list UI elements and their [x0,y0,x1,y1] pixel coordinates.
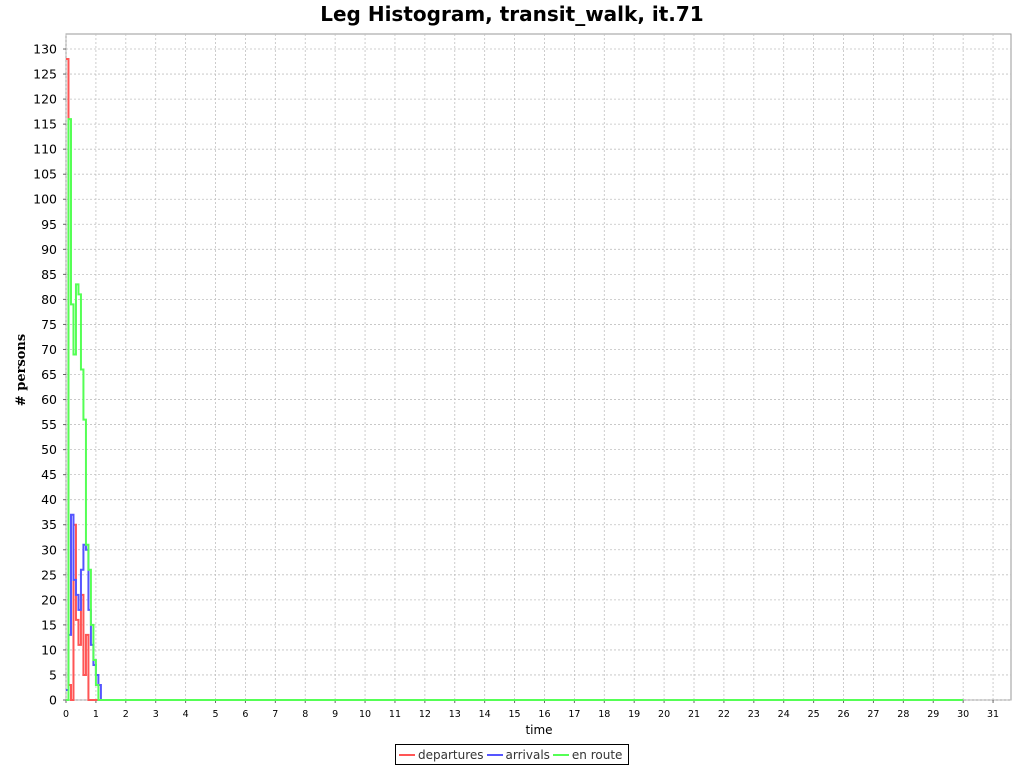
x-tick-label: 4 [183,709,189,720]
legend-item-en-route: en route [552,747,623,762]
legend-item-arrivals: arrivals [486,747,550,762]
y-tick-label: 115 [33,117,57,132]
y-tick-label: 5 [49,667,57,682]
legend-item-departures: departures [399,748,484,762]
x-tick-label: 26 [837,709,849,720]
y-tick-label: 90 [41,242,57,257]
x-tick-label: 27 [867,709,879,720]
x-tick-label: 0 [63,709,69,720]
x-tick-label: 20 [658,709,670,720]
x-tick-label: 5 [213,709,219,720]
x-tick-label: 6 [242,709,248,720]
x-tick-label: 2 [123,709,129,720]
legend-label: arrivals [505,747,550,762]
axes: 0 1 2 3 4 5 6 7 8 9 10 11 12 13 14 15 16 17 18 19 20 21 22 23 24… [33,42,999,720]
x-tick-label: 22 [718,709,730,720]
legend-swatch [552,753,569,756]
x-tick-label: 12 [419,709,431,720]
y-tick-label: 55 [41,417,57,432]
x-tick-label: 14 [479,709,491,720]
x-tick-label: 19 [628,709,640,720]
x-tick-label: 28 [897,709,909,720]
x-tick-label: 1 [93,709,99,720]
legend-label: en route [571,747,623,762]
legend: departures arrivals en route [395,744,630,765]
y-tick-label: 110 [33,142,57,157]
y-tick-label: 45 [41,467,57,482]
legend-label: departures [418,747,484,762]
x-tick-label: 3 [153,709,159,720]
grid-lines [65,34,1011,701]
plot-background [65,33,1012,701]
y-tick-label: 125 [33,67,57,82]
x-tick-label: 16 [538,709,550,720]
y-tick-label: 100 [33,192,57,207]
y-tick-label: 30 [41,542,57,557]
x-tick-label: 21 [688,709,700,720]
legend-swatch [486,753,503,756]
y-tick-label: 20 [41,592,57,607]
x-tick-label: 25 [808,709,820,720]
series-lines [66,58,964,701]
x-tick-label: 11 [389,709,401,720]
x-tick-label: 15 [509,709,521,720]
x-tick-label: 8 [302,709,308,720]
x-axis-label: time [525,723,552,737]
x-tick-label: 9 [332,709,338,720]
x-tick-label: 30 [957,709,969,720]
y-axis-label: # persons [14,334,29,406]
x-tick-label: 18 [598,709,610,720]
y-tick-label: 40 [41,492,57,507]
series-line-departures [66,58,964,701]
y-tick-label: 15 [41,617,57,632]
y-tick-label: 35 [41,517,57,532]
y-tick-label: 25 [41,567,57,582]
x-tick-label: 10 [359,709,371,720]
y-tick-label: 105 [33,167,57,182]
series-line-en-route [66,118,964,701]
x-tick-label: 31 [987,709,999,720]
legend-swatch [399,753,415,756]
x-tick-label: 17 [568,709,580,720]
y-tick-label: 130 [33,42,57,57]
y-tick-label: 95 [41,217,57,232]
y-tick-label: 60 [41,392,57,407]
y-tick-label: 70 [41,342,57,357]
y-tick-label: 65 [41,367,57,382]
x-tick-label: 7 [272,709,278,720]
x-tick-label: 29 [927,709,939,720]
y-tick-label: 75 [41,317,57,332]
y-tick-label: 50 [41,442,57,457]
y-tick-label: 80 [41,292,57,307]
y-tick-label: 85 [41,267,57,282]
y-tick-label: 120 [33,92,57,107]
x-tick-label: 23 [748,709,760,720]
y-tick-label: 10 [41,642,57,657]
x-tick-label: 24 [778,709,790,720]
y-tick-label: 0 [49,693,57,708]
chart-title: Leg Histogram, transit_walk, it.71 [320,2,704,26]
x-tick-label: 13 [449,709,461,720]
